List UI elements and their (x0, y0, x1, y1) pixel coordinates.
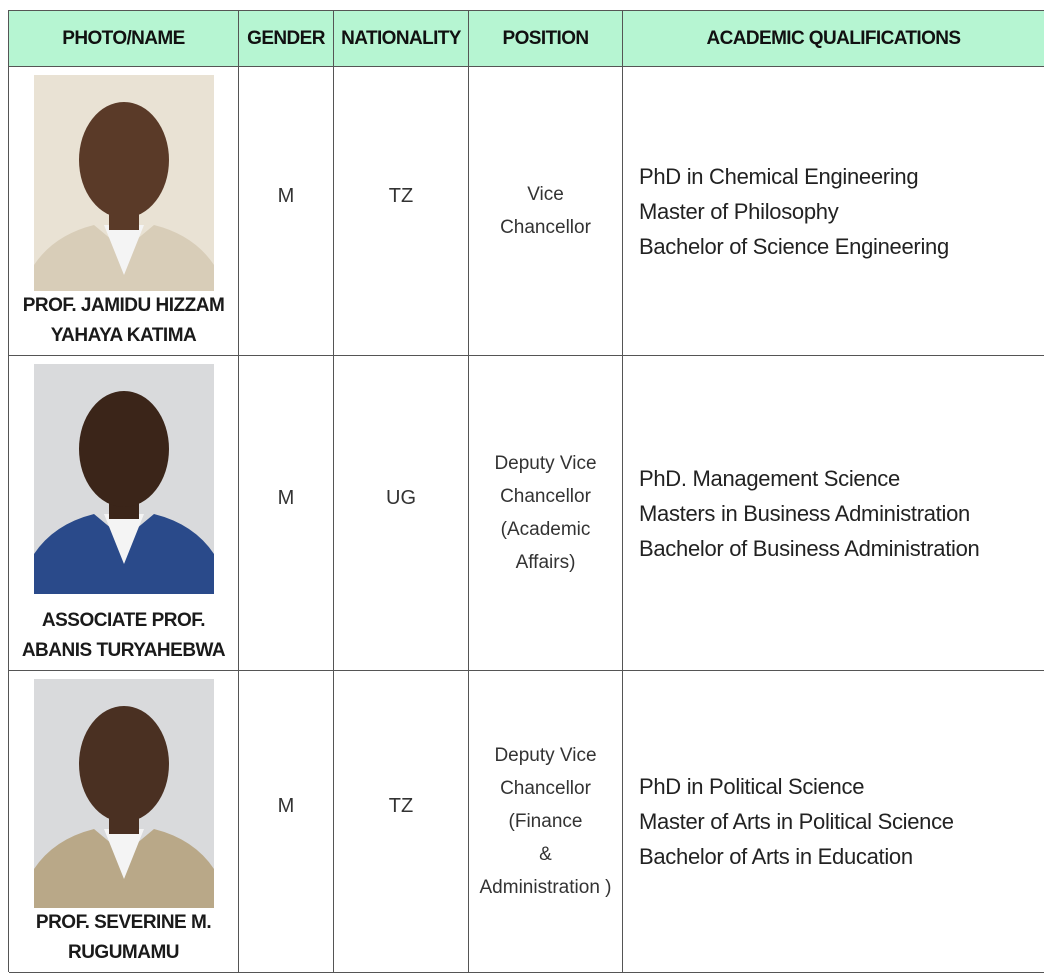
portrait (33, 364, 214, 594)
position-line: Chancellor (500, 486, 591, 507)
header-cell: NATIONALITY (334, 11, 469, 67)
position-line: Vice (527, 184, 564, 205)
header-cell: GENDER (239, 11, 334, 67)
position-line: & (539, 844, 552, 865)
header-cell: PHOTO/NAME (9, 11, 239, 67)
header-cell: POSITION (469, 11, 623, 67)
person-name: PROF. JAMIDU HIZZAM YAHAYA KATIMA (23, 291, 225, 351)
position-line: (Finance (508, 811, 583, 832)
photo-cell: ASSOCIATE PROF. ABANIS TURYAHEBWA (9, 356, 239, 671)
nationality: TZ (334, 67, 469, 356)
position: Deputy Vice Chancellor (Academic Affairs) (469, 356, 623, 671)
position-line: Deputy Vice (494, 453, 597, 474)
portrait (33, 679, 214, 908)
person-name: ASSOCIATE PROF. ABANIS TURYAHEBWA (21, 606, 226, 666)
position-line: Affairs) (515, 552, 576, 573)
qualifications: PhD in Political Science Master of Arts i… (623, 671, 1044, 973)
name-line: YAHAYA KATIMA (50, 325, 197, 346)
position-line: (Academic (500, 519, 591, 540)
name-line: ABANIS TURYAHEBWA (21, 640, 226, 661)
qualifications: PhD in Chemical Engineering Master of Phi… (623, 67, 1044, 356)
qualification: PhD in Political Science (639, 774, 865, 799)
qualifications: PhD. Management Science Masters in Busine… (623, 356, 1044, 671)
qualification: PhD in Chemical Engineering (639, 163, 919, 189)
photo-cell: PROF. JAMIDU HIZZAM YAHAYA KATIMA (9, 67, 239, 356)
qualification: Master of Philosophy (639, 198, 839, 224)
gender: M (239, 671, 334, 973)
qualification: Bachelor of Business Administration (639, 535, 980, 561)
gender: M (239, 356, 334, 671)
gender: M (239, 67, 334, 356)
person-name: PROF. SEVERINE M. RUGUMAMU (35, 908, 212, 968)
position-line: Chancellor (500, 217, 591, 238)
qualification: Bachelor of Arts in Education (639, 844, 913, 869)
nationality: TZ (334, 671, 469, 973)
qualification: Master of Arts in Political Science (639, 809, 954, 834)
name-line: PROF. SEVERINE M. (35, 912, 212, 933)
qualification: Bachelor of Science Engineering (639, 233, 949, 259)
position: Vice Chancellor (469, 67, 623, 356)
name-line: PROF. JAMIDU HIZZAM (22, 295, 225, 316)
staff-table: PHOTO/NAME GENDER NATIONALITY POSITION ACADE… (8, 10, 1044, 973)
position-line: Chancellor (500, 778, 591, 799)
qualification: Masters in Business Administration (639, 500, 970, 526)
nationality: UG (334, 356, 469, 671)
position: Deputy Vice Chancellor (Finance & Administra… (469, 671, 623, 973)
name-line: RUGUMAMU (67, 942, 180, 963)
photo-cell: PROF. SEVERINE M. RUGUMAMU (9, 671, 239, 973)
position-line: Administration ) (479, 877, 612, 898)
position-line: Deputy Vice (494, 745, 597, 766)
qualification: PhD. Management Science (639, 465, 900, 491)
header-cell: ACADEMIC QUALIFICATIONS (623, 11, 1044, 67)
name-line: ASSOCIATE PROF. (41, 610, 206, 631)
portrait (33, 75, 214, 291)
